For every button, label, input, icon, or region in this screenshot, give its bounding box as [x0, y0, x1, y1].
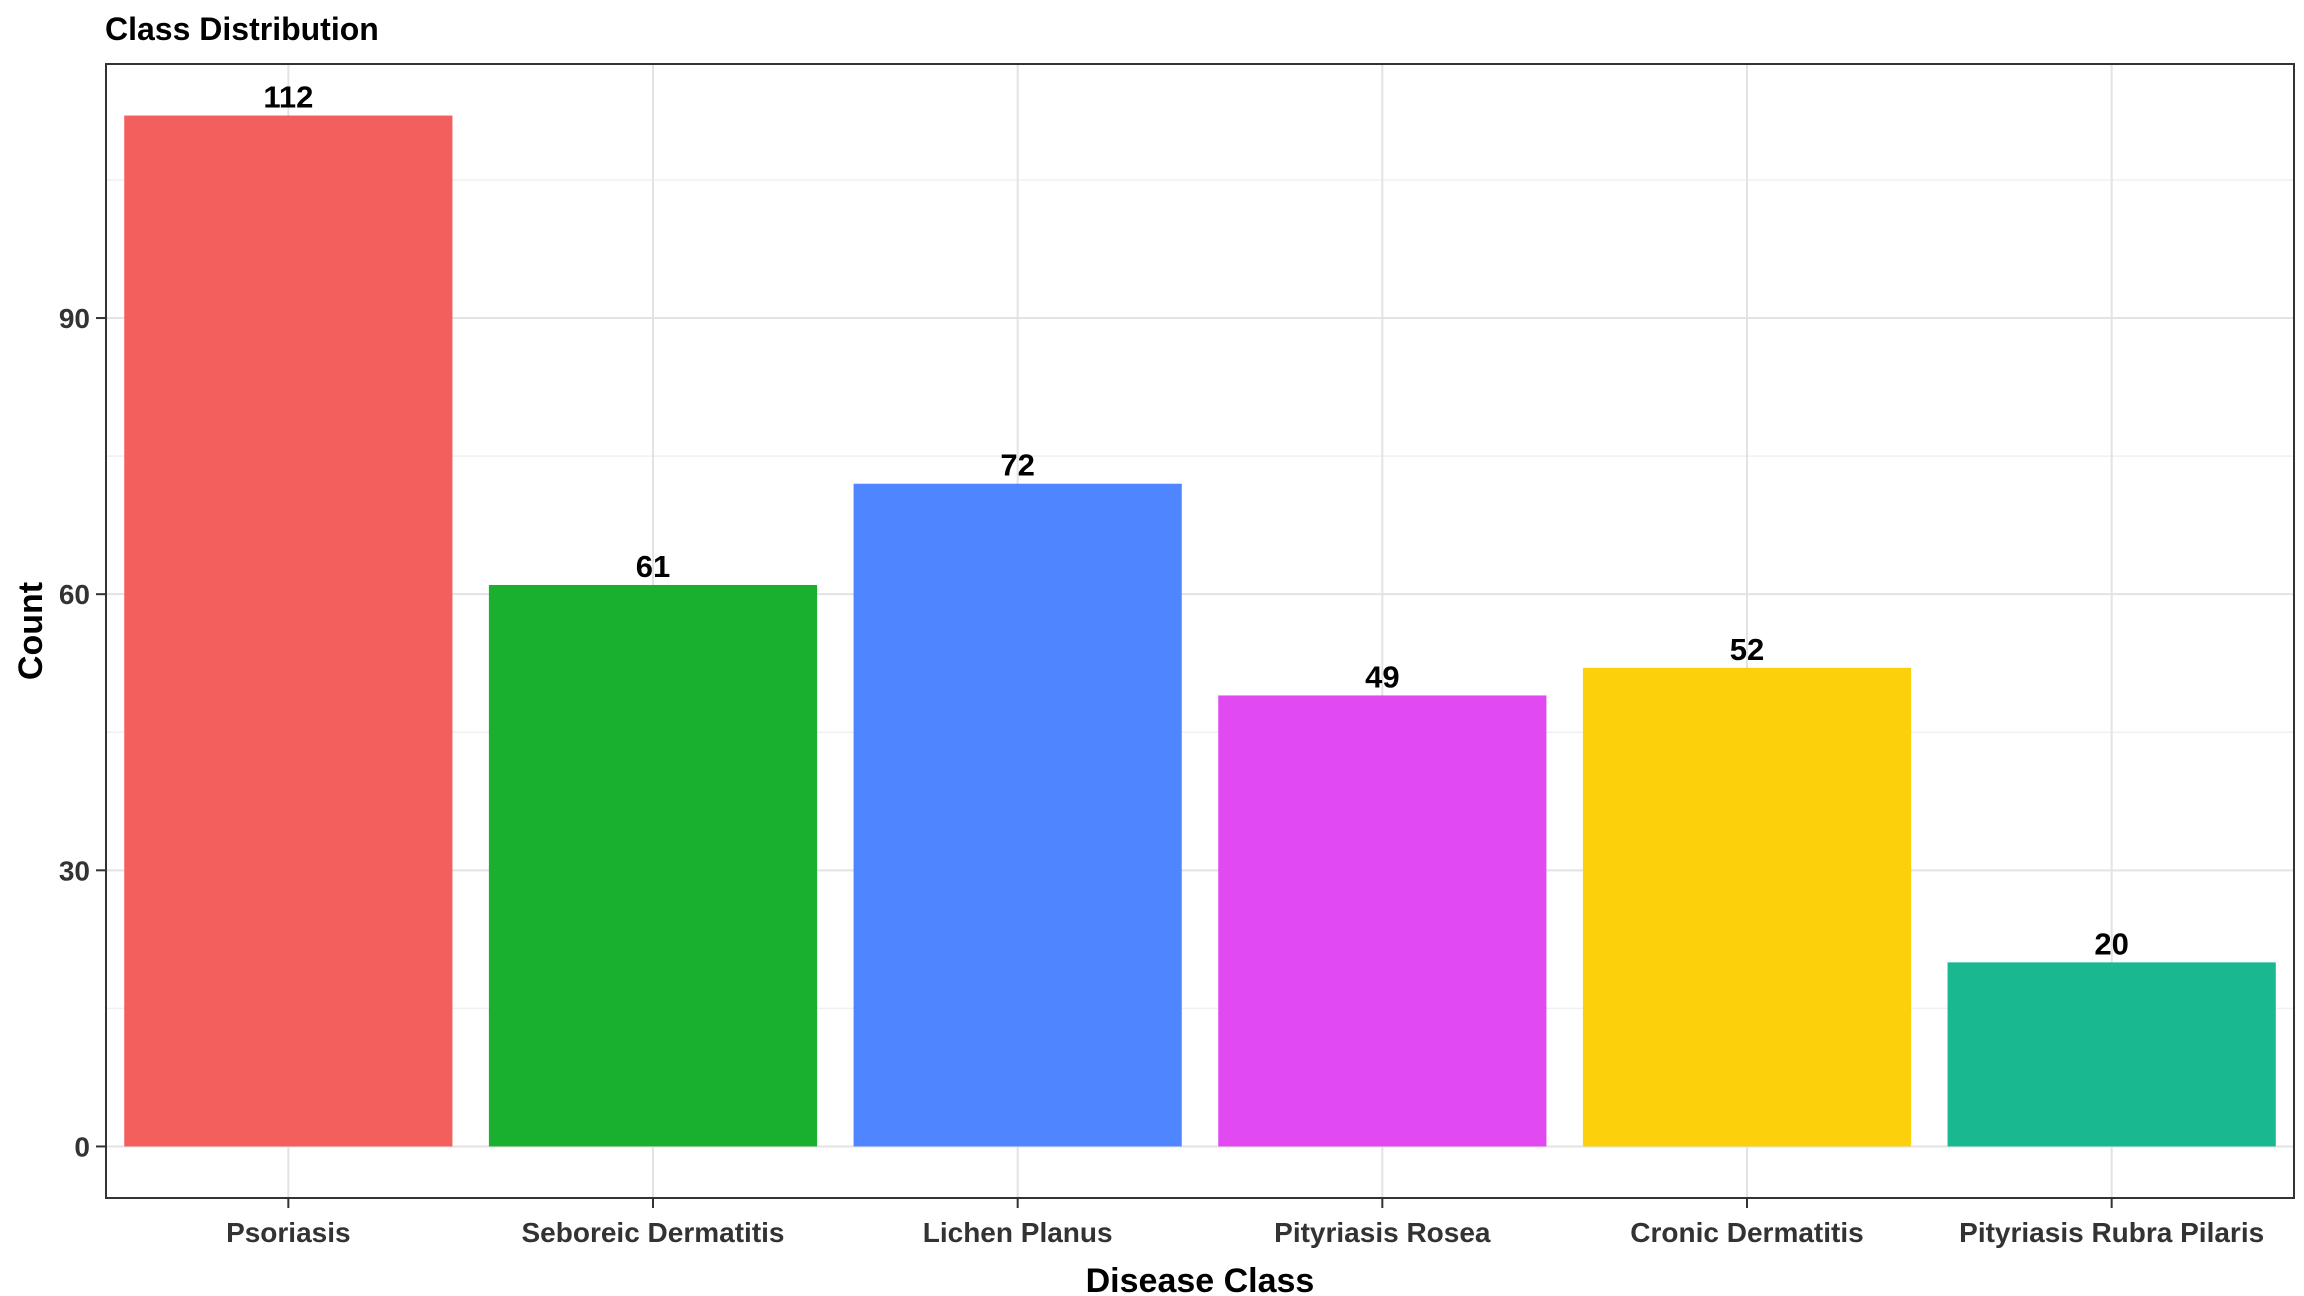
x-tick-label: Lichen Planus: [923, 1217, 1113, 1248]
bar-pityriasis-rubra-pilaris: [1947, 962, 2276, 1147]
bar-pityriasis-rosea: [1218, 695, 1547, 1147]
data-label: 20: [2094, 926, 2128, 961]
chart-title: Class Distribution: [105, 11, 379, 47]
x-tick-label: Seboreic Dermatitis: [522, 1217, 785, 1248]
y-axis-title: Count: [12, 582, 50, 680]
y-tick-label: 90: [59, 303, 90, 334]
y-tick-label: 60: [59, 579, 90, 610]
bars: [124, 115, 2276, 1147]
data-label: 61: [636, 549, 670, 584]
data-label: 112: [263, 80, 313, 115]
x-tick-label: Pityriasis Rosea: [1274, 1217, 1491, 1248]
x-tick-label: Cronic Dermatitis: [1630, 1217, 1863, 1248]
data-label: 72: [1000, 448, 1034, 483]
data-labels: 112 61 72 49 52 20: [263, 80, 2129, 962]
bar-lichen-planus: [853, 483, 1182, 1147]
bar-cronic-dermatitis: [1582, 667, 1912, 1147]
x-axis-title: Disease Class: [1086, 1262, 1315, 1296]
data-label: 49: [1365, 659, 1399, 694]
x-tick-label: Psoriasis: [226, 1217, 351, 1248]
bar-psoriasis: [124, 115, 453, 1147]
bar-seboreic-dermatitis: [488, 584, 818, 1147]
y-tick-label: 30: [59, 855, 90, 886]
plot-panel-border: [105, 63, 2295, 1199]
y-tick-label: 0: [74, 1131, 90, 1162]
axes: 0 30 60 90 Psoriasis Seboreic Dermatitis Liche…: [59, 303, 2264, 1248]
x-tick-label: Pityriasis Rubra Pilaris: [1959, 1217, 2264, 1248]
data-label: 52: [1730, 632, 1764, 667]
